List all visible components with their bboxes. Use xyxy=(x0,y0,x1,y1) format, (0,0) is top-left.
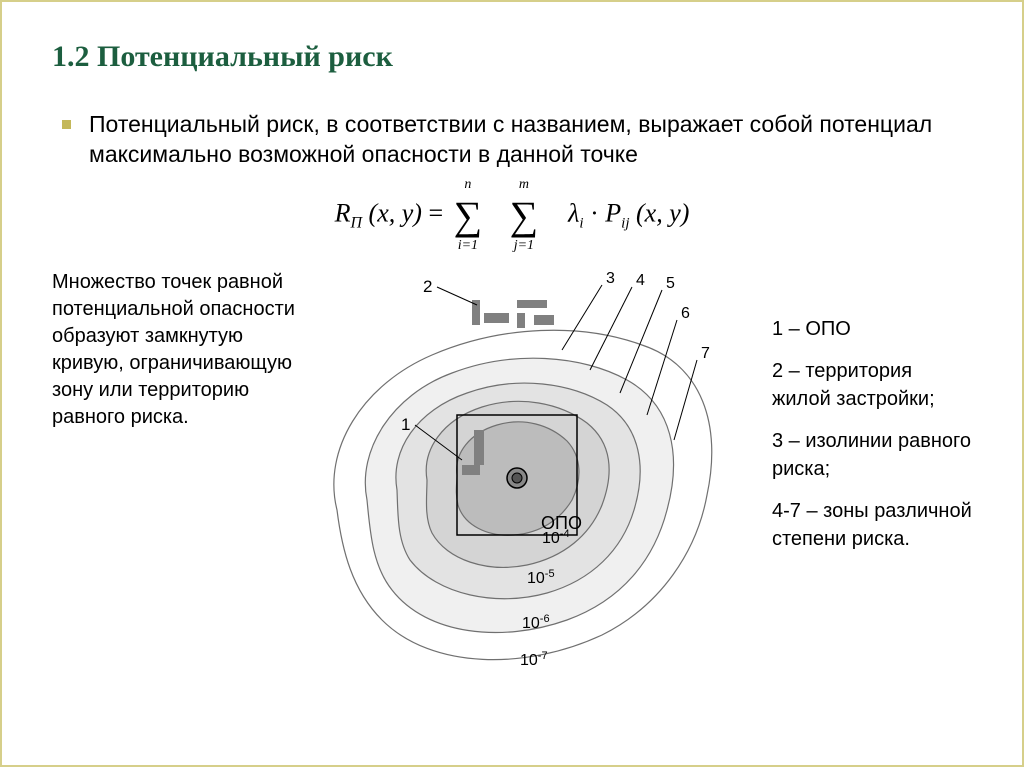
svg-text:10-7: 10-7 xyxy=(520,650,548,669)
svg-text:7: 7 xyxy=(701,345,710,362)
left-description: Множество точек равной потенциальной опа… xyxy=(52,265,302,690)
legend-item: 2 – территория жилой застройки; xyxy=(772,357,972,413)
svg-text:2: 2 xyxy=(423,277,432,296)
risk-diagram: ОПО123456710-410-510-610-7 xyxy=(302,265,772,690)
page-title: 1.2 Потенциальный риск xyxy=(52,40,972,74)
bullet-item: Потенциальный риск, в соответствии с наз… xyxy=(52,110,972,170)
svg-text:5: 5 xyxy=(666,275,675,292)
legend-item: 3 – изолинии равного риска; xyxy=(772,427,972,483)
legend-item: 1 – ОПО xyxy=(772,315,972,343)
svg-text:3: 3 xyxy=(606,270,615,287)
svg-text:4: 4 xyxy=(636,272,645,289)
svg-text:6: 6 xyxy=(681,305,690,322)
legend: 1 – ОПО 2 – территория жилой застройки; … xyxy=(772,265,972,690)
bullet-text: Потенциальный риск, в соответствии с наз… xyxy=(89,110,972,170)
svg-text:1: 1 xyxy=(401,415,410,434)
legend-item: 4-7 – зоны различной степени риска. xyxy=(772,497,972,553)
formula: RП (x, y) = n ∑ i=1 m ∑ j=1 λi · Pij (x,… xyxy=(52,178,972,253)
bullet-icon xyxy=(62,120,71,129)
